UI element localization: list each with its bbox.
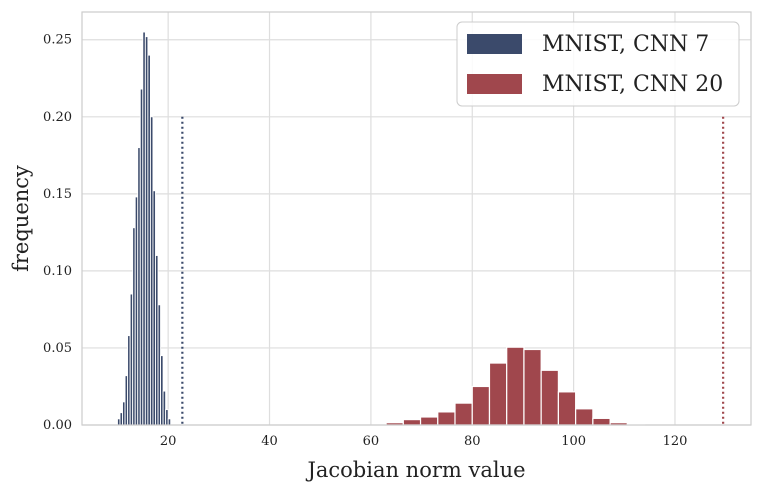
x-tick-label-0: 20 (160, 434, 177, 449)
bar-series2-8 (523, 348, 542, 426)
bar-series2-12 (592, 417, 611, 426)
y-tick-label-4: 0.20 (43, 110, 72, 125)
bar-series1-20 (167, 418, 172, 426)
threshold-lines (181, 116, 725, 425)
y-tick-label-2: 0.10 (43, 264, 72, 279)
x-tick-label-3: 80 (464, 434, 481, 449)
legend: MNIST, CNN 7 MNIST, CNN 20 (456, 21, 740, 107)
bar-series2-10 (557, 391, 577, 426)
legend-swatch-1 (467, 34, 522, 54)
legend-swatch-2 (467, 74, 522, 94)
bar-series2-6 (488, 362, 508, 426)
legend-box (456, 21, 740, 107)
legend-label-1: MNIST, CNN 7 (542, 32, 709, 57)
x-tick-label-4: 100 (561, 434, 586, 449)
x-tick-label-1: 40 (261, 434, 278, 449)
x-tick-labels: 20 40 60 80 100 120 (160, 434, 688, 449)
bar-series2-3 (437, 411, 456, 426)
bar-series2-7 (506, 346, 525, 426)
bar-series2-5 (471, 385, 491, 426)
y-axis-label: frequency (9, 165, 33, 272)
histogram-bars (117, 31, 646, 426)
x-axis-label: Jacobian norm value (305, 458, 525, 482)
bar-series2-9 (540, 369, 560, 426)
y-tick-label-3: 0.15 (43, 187, 72, 202)
bar-series2-2 (419, 416, 439, 426)
x-tick-label-2: 60 (363, 434, 380, 449)
bar-series2-1 (402, 419, 422, 426)
y-tick-label-5: 0.25 (43, 33, 72, 48)
bar-series2-4 (454, 402, 473, 426)
x-tick-label-5: 120 (663, 434, 688, 449)
y-tick-labels: 0.00 0.05 0.10 0.15 0.20 0.25 (43, 33, 72, 433)
y-tick-label-1: 0.05 (43, 341, 72, 356)
plot-frame (81, 11, 752, 426)
bar-series2-11 (575, 408, 594, 426)
legend-label-2: MNIST, CNN 20 (542, 72, 723, 97)
y-tick-label-0: 0.00 (43, 418, 72, 433)
